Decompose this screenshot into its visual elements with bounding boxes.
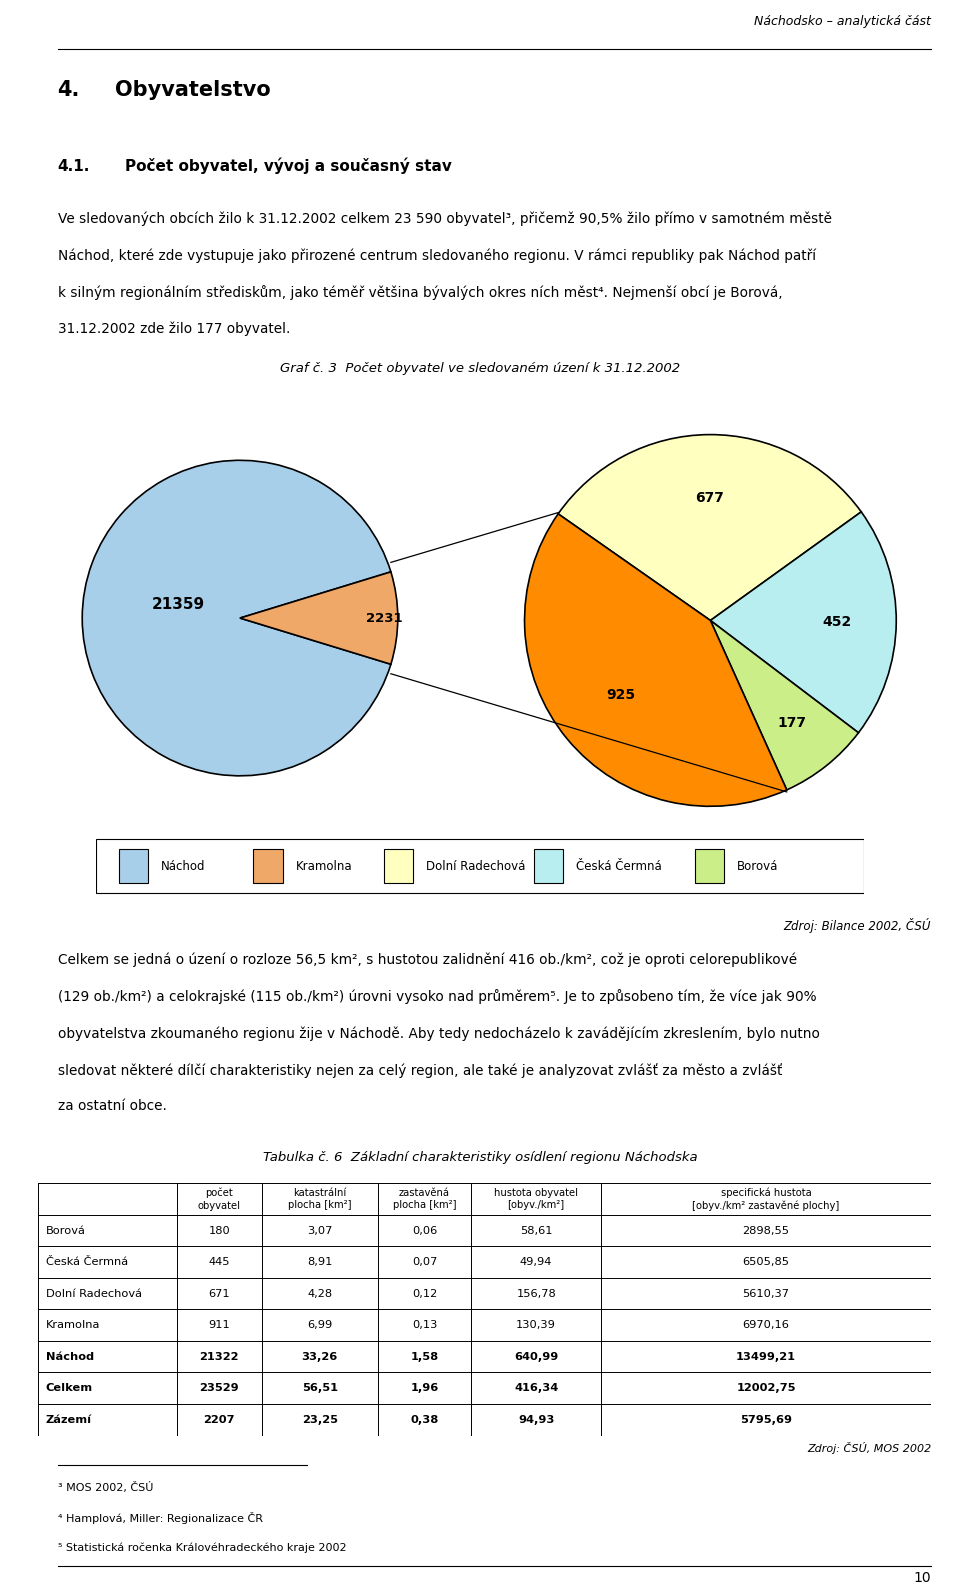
Wedge shape	[83, 461, 391, 775]
Text: 180: 180	[208, 1225, 230, 1236]
Text: 177: 177	[778, 716, 806, 731]
Text: 130,39: 130,39	[516, 1321, 556, 1330]
Wedge shape	[710, 620, 858, 790]
Text: 8,91: 8,91	[307, 1257, 332, 1268]
Text: 5795,69: 5795,69	[740, 1415, 792, 1424]
Text: Kramolna: Kramolna	[45, 1321, 100, 1330]
Text: 94,93: 94,93	[518, 1415, 554, 1424]
Text: 58,61: 58,61	[520, 1225, 552, 1236]
Text: počet
obyvatel: počet obyvatel	[198, 1188, 241, 1211]
Text: Počet obyvatel, vývoj a současný stav: Počet obyvatel, vývoj a současný stav	[125, 158, 451, 174]
Text: Česká Čermná: Česká Čermná	[576, 860, 661, 872]
Text: 21359: 21359	[152, 597, 205, 611]
Text: k silným regionálním střediskům, jako téměř většina bývalých okres ních měst⁴. N: k silným regionálním střediskům, jako té…	[58, 286, 782, 300]
Text: 0,06: 0,06	[412, 1225, 437, 1236]
Text: Náchodsko – analytická část: Náchodsko – analytická část	[755, 16, 931, 29]
Text: 5610,37: 5610,37	[742, 1289, 789, 1298]
Text: 925: 925	[607, 687, 636, 702]
Text: Zdroj: ČSÚ, MOS 2002: Zdroj: ČSÚ, MOS 2002	[807, 1442, 931, 1455]
Text: 0,38: 0,38	[411, 1415, 439, 1424]
Text: 23,25: 23,25	[301, 1415, 338, 1424]
Text: 4.: 4.	[58, 80, 80, 100]
Text: 445: 445	[208, 1257, 230, 1268]
Text: ⁵ Statistická ročenka Královéhradeckého kraje 2002: ⁵ Statistická ročenka Královéhradeckého …	[58, 1542, 347, 1554]
Text: obyvatelstva zkoumaného regionu žije v Náchodě. Aby tedy nedocházelo k zavádějíc: obyvatelstva zkoumaného regionu žije v N…	[58, 1026, 820, 1040]
Text: 6970,16: 6970,16	[743, 1321, 789, 1330]
Text: Borová: Borová	[45, 1225, 85, 1236]
Text: 2231: 2231	[366, 611, 403, 625]
Text: 12002,75: 12002,75	[736, 1383, 796, 1394]
Bar	[253, 849, 282, 884]
Text: 671: 671	[208, 1289, 230, 1298]
Text: Borová: Borová	[737, 860, 779, 872]
Text: 0,12: 0,12	[412, 1289, 437, 1298]
Text: 640,99: 640,99	[514, 1351, 559, 1362]
Bar	[695, 849, 724, 884]
Text: 6505,85: 6505,85	[742, 1257, 789, 1268]
Text: 1,96: 1,96	[411, 1383, 439, 1394]
Text: Náchod: Náchod	[161, 860, 205, 872]
Wedge shape	[240, 573, 397, 664]
Text: 56,51: 56,51	[301, 1383, 338, 1394]
Text: 911: 911	[208, 1321, 230, 1330]
Text: 10: 10	[914, 1571, 931, 1585]
FancyBboxPatch shape	[96, 839, 864, 893]
Bar	[534, 849, 563, 884]
Text: specifická hustota
[obyv./km² zastavěné plochy]: specifická hustota [obyv./km² zastavěné …	[692, 1187, 840, 1211]
Text: (129 ob./km²) a celokrajské (115 ob./km²) úrovni vysoko nad průměrem⁵. Je to způ: (129 ob./km²) a celokrajské (115 ob./km²…	[58, 989, 816, 1005]
Text: Zdroj: Bilance 2002, ČSÚ: Zdroj: Bilance 2002, ČSÚ	[783, 919, 931, 933]
Text: 2898,55: 2898,55	[742, 1225, 789, 1236]
Text: Tabulka č. 6  Základní charakteristiky osídlení regionu Náchodska: Tabulka č. 6 Základní charakteristiky os…	[263, 1150, 697, 1164]
Text: Dolní Radechová: Dolní Radechová	[426, 860, 526, 872]
Text: ⁴ Hamplová, Miller: Regionalizace ČR: ⁴ Hamplová, Miller: Regionalizace ČR	[58, 1512, 263, 1525]
Text: 31.12.2002 zde žilo 177 obyvatel.: 31.12.2002 zde žilo 177 obyvatel.	[58, 322, 290, 337]
Text: Česká Čermná: Česká Čermná	[45, 1257, 128, 1268]
Text: 0,13: 0,13	[412, 1321, 437, 1330]
Text: 2207: 2207	[204, 1415, 235, 1424]
Text: Celkem: Celkem	[45, 1383, 93, 1394]
Text: 4,28: 4,28	[307, 1289, 332, 1298]
Text: zastavěná
plocha [km²]: zastavěná plocha [km²]	[393, 1188, 456, 1211]
Text: 21322: 21322	[200, 1351, 239, 1362]
Text: Ve sledovaných obcích žilo k 31.12.2002 celkem 23 590 obyvatel³, přičemž 90,5% ž: Ve sledovaných obcích žilo k 31.12.2002 …	[58, 212, 831, 226]
Wedge shape	[524, 514, 787, 807]
Text: 49,94: 49,94	[520, 1257, 552, 1268]
Wedge shape	[558, 434, 861, 620]
Text: Kramolna: Kramolna	[296, 860, 352, 872]
Text: Náchod: Náchod	[45, 1351, 94, 1362]
Text: ³ MOS 2002, ČSÚ: ³ MOS 2002, ČSÚ	[58, 1482, 153, 1493]
Text: Náchod, které zde vystupuje jako přirozené centrum sledovaného regionu. V rámci : Náchod, které zde vystupuje jako přiroze…	[58, 249, 816, 263]
Text: Celkem se jedná o úzení o rozloze 56,5 km², s hustotou zalidnění 416 ob./km², co: Celkem se jedná o úzení o rozloze 56,5 k…	[58, 952, 797, 967]
Text: Graf č. 3  Počet obyvatel ve sledovaném úzení k 31.12.2002: Graf č. 3 Počet obyvatel ve sledovaném ú…	[280, 362, 680, 375]
Text: 452: 452	[823, 616, 852, 628]
Text: 13499,21: 13499,21	[736, 1351, 796, 1362]
Text: katastrální
plocha [km²]: katastrální plocha [km²]	[288, 1188, 351, 1211]
Text: 0,07: 0,07	[412, 1257, 437, 1268]
Text: Obyvatelstvo: Obyvatelstvo	[115, 80, 271, 100]
Text: 33,26: 33,26	[301, 1351, 338, 1362]
Text: 156,78: 156,78	[516, 1289, 556, 1298]
Wedge shape	[710, 512, 897, 732]
Text: 4.1.: 4.1.	[58, 158, 90, 174]
Text: 3,07: 3,07	[307, 1225, 332, 1236]
Text: Zázemí: Zázemí	[45, 1415, 91, 1424]
Bar	[384, 849, 413, 884]
Text: za ostatní obce.: za ostatní obce.	[58, 1099, 166, 1113]
Text: hustota obyvatel
[obyv./km²]: hustota obyvatel [obyv./km²]	[494, 1188, 578, 1211]
Bar	[119, 849, 148, 884]
Text: 6,99: 6,99	[307, 1321, 332, 1330]
Text: 23529: 23529	[200, 1383, 239, 1394]
Text: Dolní Radechová: Dolní Radechová	[45, 1289, 141, 1298]
Text: 416,34: 416,34	[514, 1383, 559, 1394]
Text: 1,58: 1,58	[411, 1351, 439, 1362]
Text: sledovat některé dílčí charakteristiky nejen za celý region, ale také je analyzo: sledovat některé dílčí charakteristiky n…	[58, 1062, 782, 1078]
Text: 677: 677	[695, 491, 724, 506]
